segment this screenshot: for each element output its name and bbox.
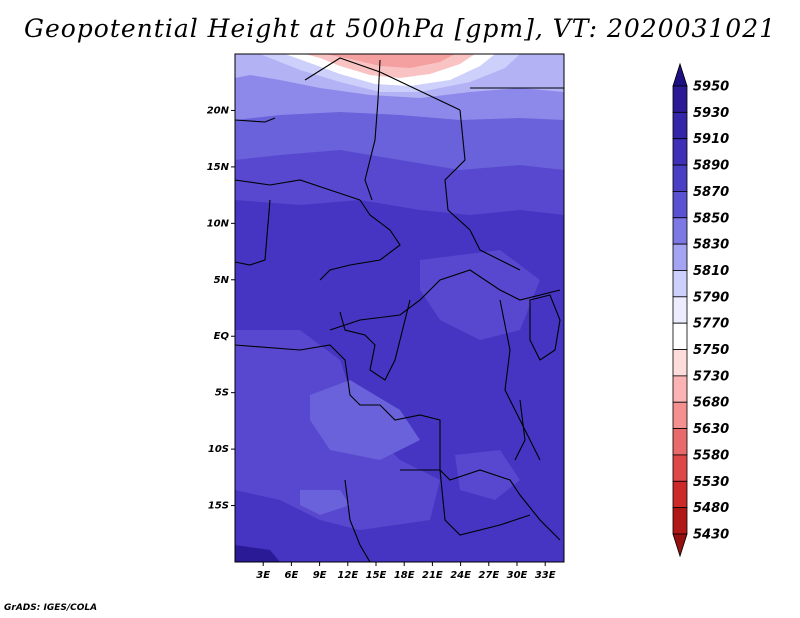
lake-victoria [529,294,561,361]
country-borders [235,57,564,562]
lat-tick-label: 5N [214,275,230,286]
colorbar-box [672,217,688,245]
field-region-southcorner [235,545,280,562]
lat-tick-label: 10N [207,218,230,229]
border-lakes [499,299,541,461]
colorbar-box [672,375,688,403]
colorbar-label: 5810 [693,264,729,279]
lon-tick-label: 15E [366,570,387,581]
lat-tick-label: EQ [214,331,230,342]
colorbar-label: 5430 [693,528,729,543]
colorbar-label: 5680 [693,396,729,411]
lat-tick-label: 15S [208,501,229,512]
field-region-south-patch [300,490,350,515]
colorbar-box [672,507,688,535]
lon-tick-label: 3E [256,570,270,581]
colorbar-box [672,401,688,429]
field-region-angola [310,380,420,460]
border-sahel [235,179,361,201]
lon-tick-label: 33E [535,570,556,581]
colorbar-label: 5790 [693,290,729,305]
colorbar-box [672,243,688,271]
lon-tick-label: 24E [450,570,471,581]
colorbar-label: 5930 [693,106,729,121]
colorbar-box [672,322,688,350]
grads-credit: GrADS: IGES/COLA [4,603,98,613]
height-field [235,54,564,562]
colorbar-label: 5950 [693,80,729,95]
colorbar-box [672,138,688,166]
field-band-8 [325,54,455,68]
colorbar-label: 5580 [693,448,729,463]
colorbar-label: 5870 [693,185,729,200]
colorbar-box [672,85,688,113]
border-zambia [439,469,531,536]
lon-tick-label: 9E [313,570,327,581]
colorbar-label: 5830 [693,238,729,253]
latitude-ticks: 20N 15N 10N 5N EQ 5S 10S 15S [207,105,235,512]
border-central [329,269,561,331]
colorbar-box [672,454,688,482]
lat-tick-label: 15N [207,162,230,173]
lon-tick-label: 21E [422,570,443,581]
lon-tick-label: 12E [337,570,358,581]
colorbar-label: 5730 [693,369,729,384]
lon-tick-label: 27E [478,570,499,581]
colorbar-label: 5850 [693,211,729,226]
colorbar-label: 5530 [693,475,729,490]
colorbar-box [672,111,688,140]
map-frame [234,53,565,563]
colorbar-box [672,296,688,324]
border-niger-chad [364,59,381,201]
border-north [304,57,461,111]
border-namibia [344,479,371,562]
colorbar: 5950 5930 5910 5890 5870 5850 5830 5810 5790 5770… [672,62,729,558]
border-sudan [444,109,521,271]
colorbar-box [672,270,688,298]
border-northwest [235,117,276,123]
lake-tanganyika [514,399,526,461]
colorbar-top-triangle [672,62,688,87]
map-title: Geopotential Height at 500hPa [gpm], VT:… [23,14,777,43]
colorbar-label: 5770 [693,317,729,332]
colorbar-box [672,349,688,377]
lon-tick-label: 30E [507,570,528,581]
colorbar-box [672,164,688,192]
colorbar-label: 5910 [693,132,729,147]
lon-tick-label: 6E [285,570,299,581]
colorbar-label: 5630 [693,422,729,437]
colorbar-box [672,480,688,509]
colorbar-bottom-triangle [672,533,688,558]
colorbar-label: 5750 [693,343,729,358]
lon-tick-label: 18E [394,570,415,581]
lat-tick-label: 10S [208,444,229,455]
coastline-border-1 [235,344,561,541]
field-region-southeast [455,450,520,500]
colorbar-box [672,428,688,456]
colorbar-label: 5480 [693,501,729,516]
lat-tick-label: 20N [207,105,230,116]
colorbar-box [672,191,688,219]
border-nigeria [319,199,401,281]
border-west [235,199,271,266]
lat-tick-label: 5S [215,388,229,399]
field-region-central [420,250,540,340]
longitude-ticks: 3E 6E 9E 12E 15E 18E 21E 24E 27E 30E 33E [256,562,556,581]
border-gabon-congo [339,299,411,381]
colorbar-label: 5890 [693,159,729,174]
